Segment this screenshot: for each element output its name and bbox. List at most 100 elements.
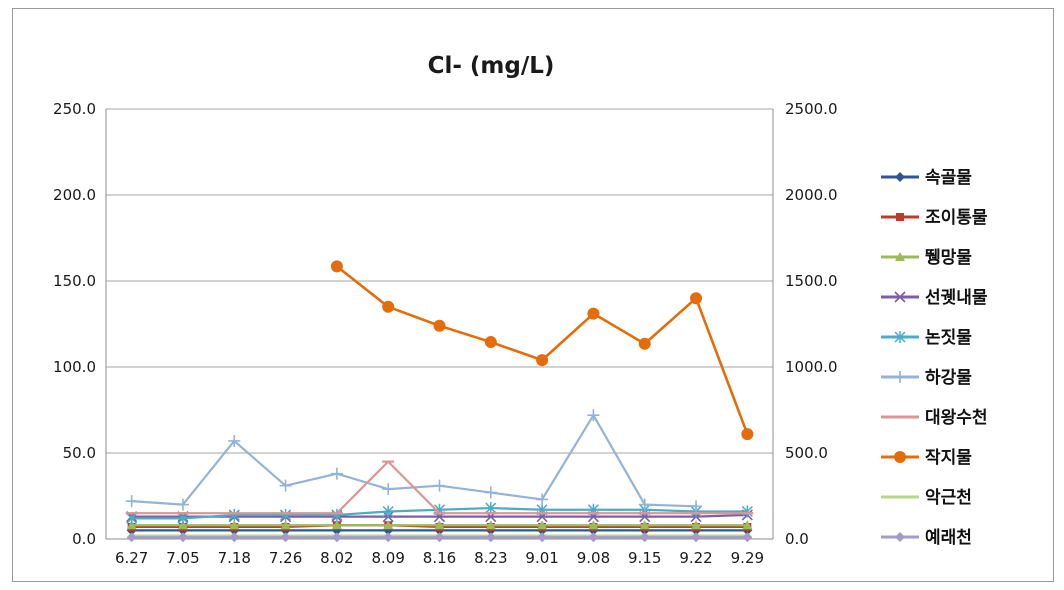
chart-frame: Cl- (mg/L) 250.0 200.0 150.0 100.0 50.0 0.0 2…	[12, 8, 1054, 582]
x-tick-label: 8.23	[474, 549, 507, 567]
series-3	[126, 520, 753, 530]
legend-marker	[895, 532, 905, 542]
x-tick-label: 7.18	[218, 549, 251, 567]
series-group	[125, 260, 754, 543]
series-7	[125, 460, 754, 515]
data-point	[382, 300, 395, 313]
legend-entry: 예래천	[881, 528, 972, 548]
legend-entry: 논짓물	[881, 328, 972, 348]
legend-marker	[894, 371, 906, 383]
legend-marker	[895, 172, 905, 182]
legend-entry: 선궷내물	[881, 288, 988, 308]
legend-entry: 대왕수천	[881, 408, 988, 428]
data-point	[330, 260, 343, 273]
data-point	[638, 498, 651, 511]
data-point	[228, 508, 240, 521]
legend-entry: 작지물	[881, 448, 972, 468]
right-tick-label: 500.0	[785, 444, 828, 462]
series-line	[336, 265, 749, 435]
legend-label: 선궷내물	[925, 288, 988, 308]
data-point	[485, 520, 496, 530]
series-line	[131, 414, 697, 508]
x-tick-label: 6.27	[115, 549, 148, 567]
data-point	[434, 532, 445, 543]
legend-label: 악근천	[925, 488, 972, 508]
data-point	[484, 486, 497, 499]
data-point	[177, 512, 189, 525]
legend-entry: 조이통물	[881, 208, 988, 228]
data-point	[588, 520, 599, 530]
data-point	[433, 479, 446, 492]
right-tick-label: 1000.0	[785, 358, 838, 376]
legend-label: 논짓물	[925, 328, 972, 348]
left-tick-label: 100.0	[53, 358, 96, 376]
data-point	[177, 520, 188, 530]
legend-label: 조이통물	[925, 208, 988, 228]
x-tick-label: 7.26	[269, 549, 302, 567]
data-point	[537, 532, 548, 543]
data-point	[382, 483, 395, 496]
data-point	[126, 512, 138, 525]
series-10	[126, 532, 753, 543]
data-point	[280, 532, 291, 543]
x-tick-label: 8.16	[423, 549, 456, 567]
left-tick-label: 200.0	[53, 186, 96, 204]
data-point	[279, 479, 292, 492]
data-point	[331, 532, 342, 543]
data-point	[382, 505, 394, 518]
x-axis-ticks: 6.27 7.05 7.18 7.26 8.02 8.09 8.16 8.23 9.01 9.08…	[115, 549, 764, 567]
legend-entry: 속골물	[881, 168, 972, 188]
data-point	[433, 319, 446, 332]
data-point	[229, 532, 240, 543]
left-tick-label: 0.0	[72, 530, 96, 548]
left-tick-label: 150.0	[53, 272, 96, 290]
x-tick-label: 9.29	[731, 549, 764, 567]
data-point	[536, 354, 549, 367]
left-axis-ticks: 250.0 200.0 150.0 100.0 50.0 0.0	[53, 100, 96, 548]
right-tick-label: 0.0	[785, 530, 809, 548]
data-point	[330, 467, 343, 480]
legend-marker	[894, 451, 906, 463]
data-point	[638, 337, 651, 350]
legend-marker	[895, 252, 905, 261]
data-point	[484, 336, 497, 349]
right-tick-label: 2500.0	[785, 100, 838, 118]
data-point	[176, 498, 189, 511]
data-point	[485, 502, 497, 515]
data-point	[742, 532, 753, 543]
x-tick-label: 9.08	[577, 549, 610, 567]
series-6	[125, 409, 703, 513]
data-point	[383, 532, 394, 543]
line-chart: Cl- (mg/L) 250.0 200.0 150.0 100.0 50.0 0.0 2…	[53, 53, 988, 567]
data-point	[587, 307, 600, 320]
data-point	[229, 520, 240, 530]
legend-entry: 하강물	[881, 368, 972, 388]
data-point	[742, 520, 753, 530]
data-point	[690, 500, 703, 513]
series-8	[330, 260, 754, 441]
data-point	[126, 532, 137, 543]
data-point	[331, 508, 343, 521]
data-point	[177, 532, 188, 543]
data-point	[280, 508, 292, 521]
data-point	[331, 520, 342, 530]
legend-label: 작지물	[925, 448, 972, 468]
data-point	[588, 532, 599, 543]
legend-marker	[896, 213, 904, 221]
data-point	[125, 495, 138, 508]
x-tick-label: 9.15	[628, 549, 661, 567]
data-point	[741, 428, 754, 441]
data-point	[639, 520, 650, 530]
x-tick-label: 9.22	[679, 549, 712, 567]
data-point	[383, 520, 394, 530]
legend-label: 하강물	[925, 368, 972, 388]
data-point	[228, 434, 241, 447]
legend-label: 예래천	[925, 528, 972, 548]
right-tick-label: 1500.0	[785, 272, 838, 290]
left-tick-label: 50.0	[63, 444, 96, 462]
legend-label: 속골물	[925, 168, 972, 188]
data-point	[690, 292, 703, 305]
legend-entry: 뛩망물	[881, 248, 972, 268]
data-point	[741, 505, 753, 518]
